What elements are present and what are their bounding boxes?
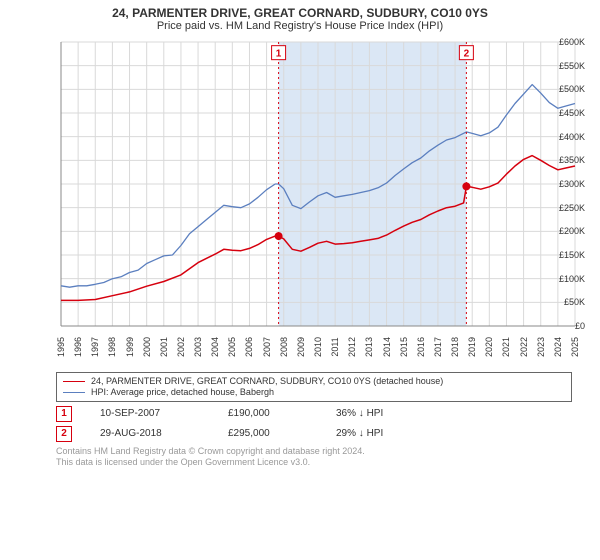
x-tick-label: 1999 <box>125 337 135 357</box>
x-tick-label: 2009 <box>296 337 306 357</box>
sale-date: 29-AUG-2018 <box>100 428 200 439</box>
x-tick-label: 2002 <box>176 337 186 357</box>
chart-svg: 12 <box>15 36 585 366</box>
sale-row: 1 10-SEP-2007 £190,000 36% ↓ HPI <box>56 406 572 422</box>
x-tick-label: 2011 <box>330 337 340 356</box>
footer: Contains HM Land Registry data © Crown c… <box>56 446 572 469</box>
x-tick-label: 2016 <box>416 337 426 357</box>
sale-delta: 36% ↓ HPI <box>336 408 383 419</box>
x-tick-label: 2012 <box>347 337 357 357</box>
sale-date: 10-SEP-2007 <box>100 408 200 419</box>
x-tick-label: 2022 <box>519 337 529 357</box>
x-tick-label: 2019 <box>467 337 477 357</box>
x-tick-label: 2010 <box>313 337 323 357</box>
x-tick-label: 2005 <box>227 337 237 357</box>
chart-subtitle: Price paid vs. HM Land Registry's House … <box>10 20 590 32</box>
x-tick-label: 2025 <box>570 337 580 357</box>
y-tick-label: £0 <box>543 321 585 331</box>
sale-price: £190,000 <box>228 408 308 419</box>
x-tick-label: 2018 <box>450 337 460 357</box>
y-tick-label: £200K <box>543 226 585 236</box>
y-tick-label: £550K <box>543 61 585 71</box>
x-tick-label: 2024 <box>553 337 563 357</box>
legend-label-paid: 24, PARMENTER DRIVE, GREAT CORNARD, SUDB… <box>91 376 443 387</box>
x-tick-label: 2003 <box>193 337 203 357</box>
y-tick-label: £150K <box>543 250 585 260</box>
legend-swatch-hpi <box>63 392 85 393</box>
sale-price: £295,000 <box>228 428 308 439</box>
x-tick-label: 1997 <box>90 337 100 357</box>
y-tick-label: £400K <box>543 132 585 142</box>
x-tick-label: 2006 <box>244 337 254 357</box>
x-tick-label: 2013 <box>364 337 374 357</box>
svg-text:2: 2 <box>464 49 470 60</box>
x-tick-label: 2020 <box>484 337 494 357</box>
x-tick-label: 2004 <box>210 337 220 357</box>
sale-marker-icon: 1 <box>56 406 72 422</box>
plot-area: 12 £0£50K£100K£150K£200K£250K£300K£350K£… <box>15 36 585 366</box>
sale-delta: 29% ↓ HPI <box>336 428 383 439</box>
legend-swatch-paid <box>63 381 85 383</box>
y-tick-label: £600K <box>543 37 585 47</box>
y-tick-label: £450K <box>543 108 585 118</box>
x-tick-label: 2023 <box>536 337 546 357</box>
x-tick-label: 2008 <box>279 337 289 357</box>
legend-label-hpi: HPI: Average price, detached house, Babe… <box>91 387 274 398</box>
footer-line2: This data is licensed under the Open Gov… <box>56 457 572 468</box>
sale-marker-icon: 2 <box>56 426 72 442</box>
y-tick-label: £250K <box>543 203 585 213</box>
x-tick-label: 2000 <box>142 337 152 357</box>
footer-line1: Contains HM Land Registry data © Crown c… <box>56 446 572 457</box>
x-tick-label: 2001 <box>159 337 169 357</box>
legend: 24, PARMENTER DRIVE, GREAT CORNARD, SUDB… <box>56 372 572 402</box>
x-tick-label: 1995 <box>56 337 66 357</box>
y-tick-label: £350K <box>543 155 585 165</box>
x-tick-label: 2014 <box>382 337 392 357</box>
x-tick-label: 2015 <box>399 337 409 357</box>
sale-row: 2 29-AUG-2018 £295,000 29% ↓ HPI <box>56 426 572 442</box>
sales-table: 1 10-SEP-2007 £190,000 36% ↓ HPI 2 29-AUG-201… <box>56 406 572 442</box>
y-tick-label: £300K <box>543 179 585 189</box>
y-tick-label: £100K <box>543 274 585 284</box>
x-tick-label: 2021 <box>501 337 511 357</box>
x-tick-label: 1996 <box>73 337 83 357</box>
legend-row-hpi: HPI: Average price, detached house, Babe… <box>63 387 565 398</box>
x-tick-label: 2007 <box>262 337 272 357</box>
svg-text:1: 1 <box>276 49 282 60</box>
legend-row-paid: 24, PARMENTER DRIVE, GREAT CORNARD, SUDB… <box>63 376 565 387</box>
x-tick-label: 1998 <box>107 337 117 357</box>
chart-title: 24, PARMENTER DRIVE, GREAT CORNARD, SUDB… <box>10 6 590 20</box>
y-tick-label: £500K <box>543 84 585 94</box>
y-tick-label: £50K <box>543 297 585 307</box>
x-tick-label: 2017 <box>433 337 443 357</box>
